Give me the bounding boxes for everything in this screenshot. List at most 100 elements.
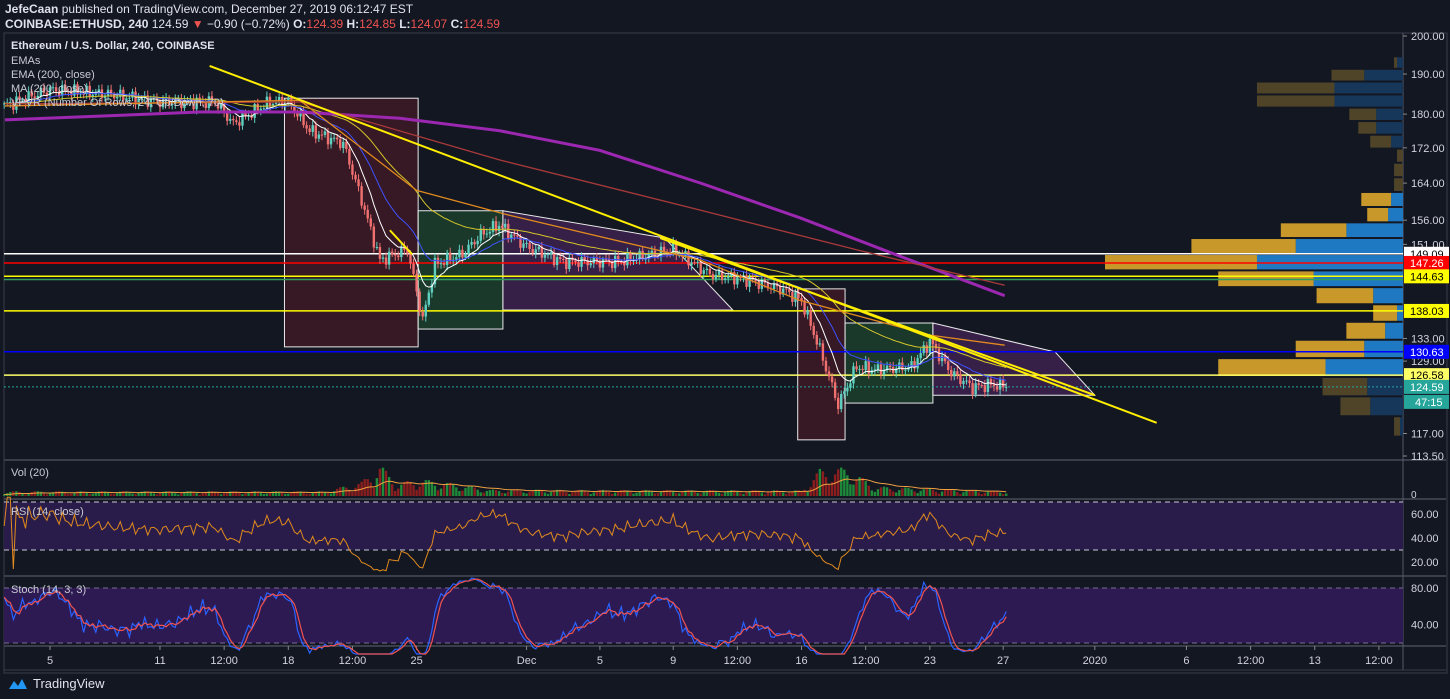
vpvr-up-bar bbox=[1313, 271, 1403, 287]
candle-body bbox=[595, 257, 599, 261]
volume-bar bbox=[864, 481, 867, 496]
time-tick-label: 12:00 bbox=[724, 655, 752, 667]
candle-body bbox=[818, 343, 822, 345]
author-name[interactable]: JefeCaan bbox=[5, 2, 59, 16]
legend-vpvr[interactable]: VPVR (Number Of Rows, 24, Up/Down, 70) bbox=[11, 97, 224, 109]
moving-average-line bbox=[4, 101, 1005, 286]
drawing-rectangle bbox=[417, 210, 504, 330]
candle-body bbox=[931, 338, 935, 344]
vpvr-up-bar bbox=[1391, 135, 1403, 148]
candle-body bbox=[210, 96, 214, 102]
volume-bar bbox=[1001, 494, 1005, 496]
volume-bar bbox=[430, 482, 434, 496]
volume-bar bbox=[189, 491, 192, 496]
volume-bar bbox=[277, 491, 281, 496]
candle-body bbox=[543, 255, 547, 258]
published-text: published on TradingView.com, December 2… bbox=[61, 2, 414, 16]
price-tick-label: 113.50 bbox=[1411, 451, 1444, 463]
stoch-pane-label[interactable]: Stoch (14, 3, 3) bbox=[11, 584, 87, 596]
candle-body bbox=[629, 252, 632, 261]
volume-bar bbox=[653, 493, 657, 496]
volume-bar bbox=[568, 494, 571, 496]
volume-bar bbox=[558, 489, 562, 496]
candle-body bbox=[482, 228, 486, 235]
volume-bar bbox=[895, 492, 898, 496]
volume-bar bbox=[574, 490, 577, 496]
volume-bar bbox=[174, 493, 177, 496]
volume-bar bbox=[67, 494, 70, 496]
candle-body bbox=[641, 250, 644, 259]
candle-body bbox=[229, 118, 232, 121]
volume-bar bbox=[650, 491, 654, 496]
volume-bar bbox=[785, 494, 788, 496]
price-label-badge bbox=[1404, 344, 1449, 359]
volume-bar bbox=[668, 490, 672, 496]
candle-body bbox=[216, 103, 220, 109]
candle-body bbox=[2, 103, 6, 105]
vpvr-up-bar bbox=[1373, 288, 1403, 304]
volume-bar bbox=[546, 493, 550, 496]
volume-bar bbox=[57, 491, 61, 496]
legend-ma200[interactable]: MA (200, close) bbox=[11, 83, 88, 95]
volume-bar bbox=[284, 493, 287, 496]
candle-body bbox=[345, 141, 348, 150]
volume-bar bbox=[274, 491, 278, 496]
candle-body bbox=[986, 378, 990, 393]
candle-body bbox=[589, 263, 592, 266]
rsi-pane-label[interactable]: RSI (14, close) bbox=[11, 506, 84, 518]
volume-bar bbox=[510, 490, 513, 496]
volume-bar bbox=[500, 492, 504, 496]
volume-bar bbox=[708, 490, 712, 496]
volume-bar bbox=[210, 491, 214, 496]
candle-body bbox=[727, 276, 730, 279]
price-label-text: 126.58 bbox=[1410, 370, 1444, 382]
volume-bar bbox=[232, 491, 235, 496]
volume-bar bbox=[149, 492, 153, 496]
volume-bar bbox=[82, 491, 85, 496]
candle-body bbox=[64, 85, 67, 92]
volume-bar bbox=[623, 489, 626, 496]
volume-bar bbox=[626, 490, 629, 496]
volume-bar bbox=[201, 493, 204, 496]
vpvr-down-bar bbox=[1394, 163, 1403, 177]
candle-body bbox=[375, 247, 379, 249]
candle-body bbox=[351, 164, 354, 175]
volume-bar bbox=[907, 487, 910, 496]
volume-bar bbox=[363, 479, 366, 496]
volume-bar bbox=[577, 489, 580, 496]
price-tick-label: 117.00 bbox=[1411, 428, 1444, 440]
volume-bar bbox=[109, 493, 113, 496]
candle-body bbox=[549, 252, 553, 255]
volume-bar bbox=[827, 484, 831, 496]
volume-bar bbox=[439, 488, 443, 496]
volume-bar bbox=[290, 492, 293, 496]
candle-body bbox=[33, 96, 36, 98]
legend-ema200[interactable]: EMA (200, close) bbox=[11, 69, 95, 81]
candle-body bbox=[378, 247, 382, 259]
time-tick-label: Dec bbox=[517, 655, 537, 667]
candle-body bbox=[134, 91, 137, 105]
volume-bar bbox=[809, 487, 812, 496]
price-tick-label: 200.00 bbox=[1411, 31, 1445, 43]
volume-bar bbox=[39, 491, 43, 496]
legend-emas[interactable]: EMAs bbox=[11, 55, 41, 67]
footer-brand[interactable]: TradingView bbox=[8, 676, 105, 691]
candle-body bbox=[497, 225, 501, 232]
candle-body bbox=[467, 244, 470, 254]
candle-body bbox=[778, 286, 782, 295]
volume-bar bbox=[940, 491, 944, 496]
candle-body bbox=[97, 89, 101, 92]
candle-body bbox=[21, 99, 24, 101]
volume-bar bbox=[806, 491, 809, 496]
volume-pane-label[interactable]: Vol (20) bbox=[11, 467, 49, 479]
candle-body bbox=[623, 261, 626, 266]
candle-body bbox=[311, 125, 314, 132]
candle-body bbox=[369, 218, 372, 227]
candle-body bbox=[617, 256, 620, 262]
volume-bar bbox=[397, 488, 400, 496]
candle-body bbox=[714, 274, 718, 280]
candle-body bbox=[919, 353, 922, 359]
rsi-line bbox=[3, 496, 1007, 572]
volume-bar bbox=[64, 492, 67, 496]
